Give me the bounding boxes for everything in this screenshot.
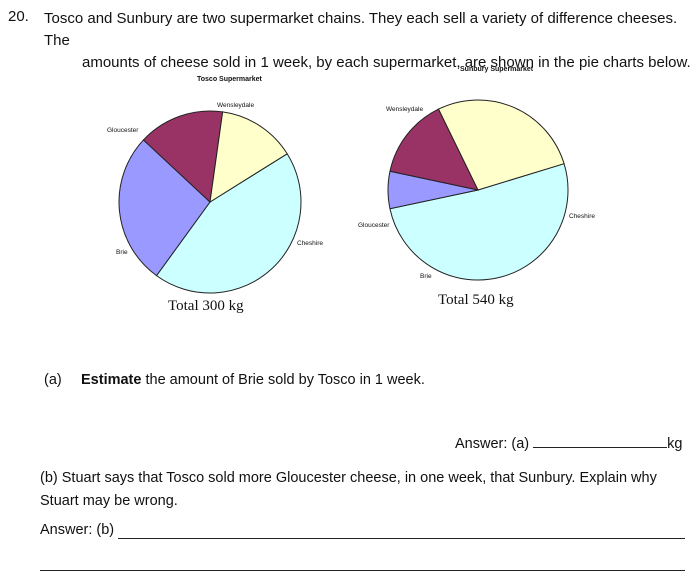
- part-b-line2: Stuart may be wrong.: [40, 493, 178, 509]
- part-b-answer-prefix: Answer: (b): [40, 522, 115, 538]
- question-stem: Tosco and Sunbury are two supermarket ch…: [44, 8, 692, 74]
- question-stem-line1: Tosco and Sunbury are two supermarket ch…: [44, 10, 678, 49]
- question-stem-line2: amounts of cheese sold in 1 week, by eac…: [82, 54, 691, 71]
- tosco-slice-gloucester: [142, 110, 224, 204]
- part-b-answer-line-2[interactable]: [40, 570, 685, 571]
- sunbury-slice-wensleydale: [437, 99, 565, 191]
- part-a-answer-blank[interactable]: [533, 433, 668, 448]
- part-b-question: (b) Stuart says that Tosco sold more Glo…: [40, 467, 690, 513]
- question-number: 20.: [8, 8, 29, 25]
- tosco-label-wensleydale: Wensleydale: [217, 102, 255, 109]
- part-b-answer-line-1[interactable]: [118, 538, 685, 539]
- sunbury-slice-gloucester: [389, 108, 479, 191]
- sunbury-slice-cheshire: [389, 163, 569, 281]
- part-a-answer-unit: kg: [667, 436, 683, 452]
- part-a-rest: the amount of Brie sold by Tosco in 1 we…: [141, 372, 425, 388]
- sunbury-chart-title: Sunbury Supermarket: [460, 66, 534, 73]
- part-a-bold: Estimate: [81, 372, 142, 388]
- sunbury-label-gloucester: Gloucester: [358, 222, 390, 229]
- tosco-total: Total 300 kg: [168, 298, 244, 314]
- part-a-answer-prefix: Answer: (a): [455, 436, 530, 452]
- tosco-chart-title: Tosco Supermarket: [197, 76, 262, 83]
- sunbury-total: Total 540 kg: [438, 292, 514, 308]
- sunbury-label-cheshire: Cheshire: [569, 213, 596, 220]
- tosco-slice-wensleydale: [209, 111, 288, 203]
- sunbury-label-wensleydale: Wensleydale: [386, 106, 424, 113]
- part-b-line1: (b) Stuart says that Tosco sold more Glo…: [40, 470, 657, 486]
- tosco-slice-brie: [118, 139, 211, 277]
- tosco-slice-cheshire: [155, 153, 302, 294]
- tosco-label-cheshire: Cheshire: [297, 240, 324, 247]
- sunbury-label-brie: Brie: [420, 273, 432, 280]
- part-a-label: (a): [44, 372, 62, 388]
- part-a-answer-row: Answer: (a) kg: [455, 433, 683, 452]
- tosco-label-brie: Brie: [116, 249, 128, 256]
- tosco-label-gloucester: Gloucester: [107, 127, 139, 134]
- part-a-question: Estimate the amount of Brie sold by Tosc…: [81, 372, 425, 388]
